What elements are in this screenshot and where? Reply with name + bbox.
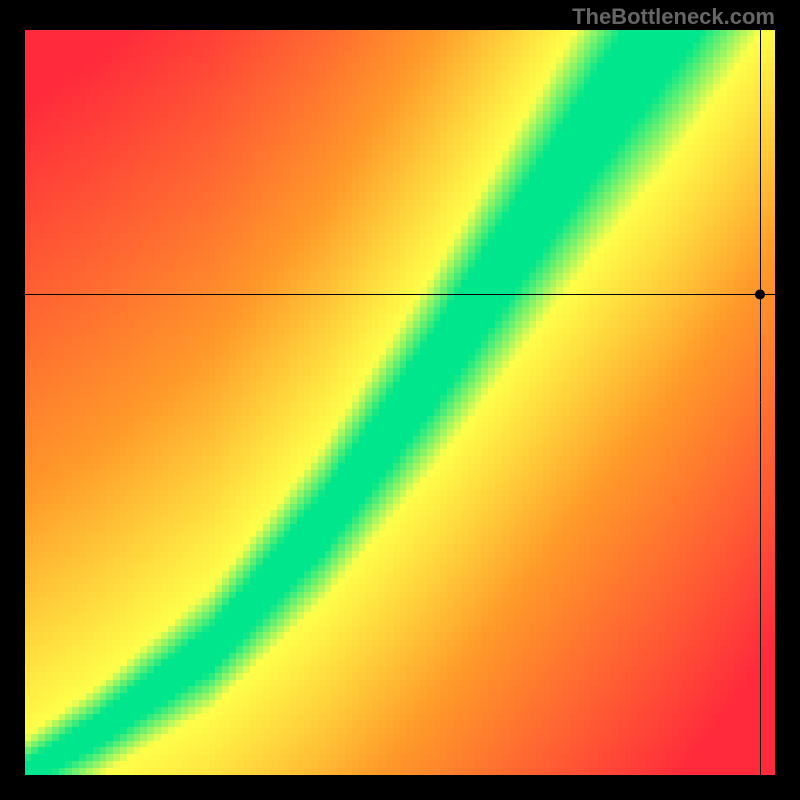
watermark-text: TheBottleneck.com [572,4,775,30]
bottleneck-heatmap-canvas [25,30,775,775]
heatmap-plot-area [25,30,775,775]
chart-container: { "watermark": { "text": "TheBottleneck.… [0,0,800,800]
